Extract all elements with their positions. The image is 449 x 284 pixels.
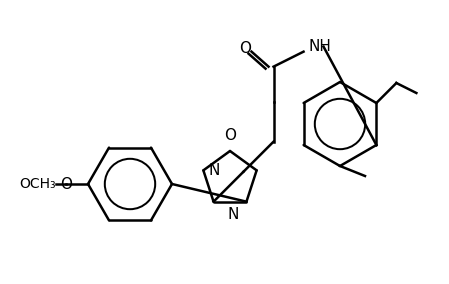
Text: N: N — [227, 207, 238, 222]
Text: O: O — [240, 41, 251, 56]
Text: OCH₃: OCH₃ — [20, 177, 56, 191]
Text: O: O — [60, 176, 72, 191]
Text: O: O — [224, 128, 236, 143]
Text: N: N — [208, 163, 220, 178]
Text: NH: NH — [308, 39, 331, 54]
